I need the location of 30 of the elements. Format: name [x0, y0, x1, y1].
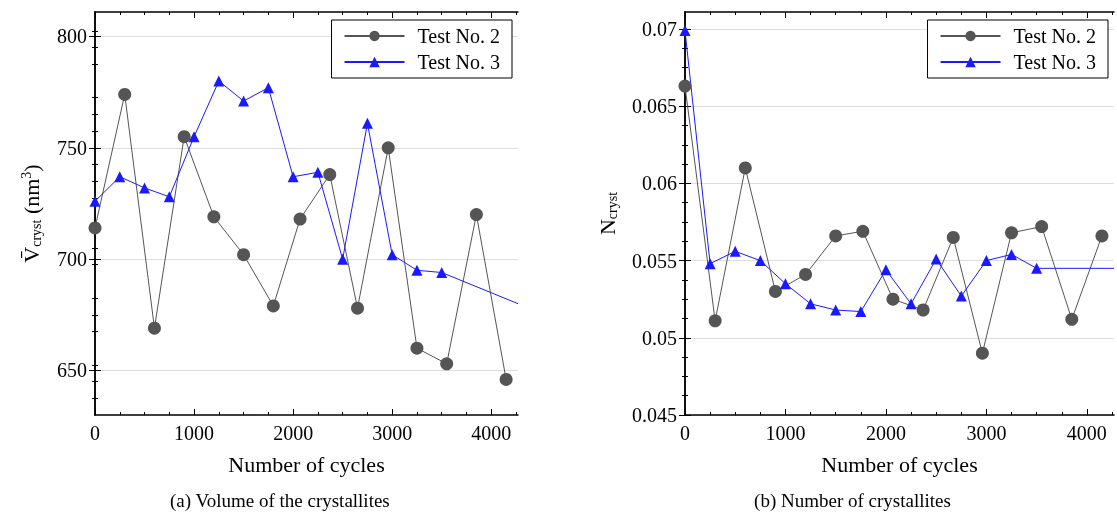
text: (b) Number of crystallites [754, 490, 951, 512]
x-tick-label: 0 [90, 422, 100, 444]
legend-label: Test No. 2 [417, 25, 500, 47]
x-tick-label: 1000 [174, 422, 215, 444]
y-axis-title: Ncryst [594, 191, 620, 236]
legend-label: Test No. 3 [1013, 51, 1096, 73]
x-tick-label: 3000 [372, 422, 413, 444]
y-tick-label: 0.065 [632, 95, 677, 118]
legend-label: Test No. 2 [1013, 25, 1096, 47]
x-tick-label: 1000 [765, 422, 806, 444]
legend-label: Test No. 3 [417, 51, 500, 73]
x-axis-title: Number of cycles [228, 451, 385, 477]
y-tick-label: 750 [57, 136, 87, 159]
x-tick-label: 0 [680, 422, 690, 444]
y-tick-label: 0.05 [642, 326, 677, 349]
y-tick-label: 0.07 [642, 17, 677, 40]
x-tick-label: 4000 [471, 422, 512, 444]
y-tick-label: 700 [57, 248, 87, 271]
x-axis-title: Number of cycles [821, 451, 978, 477]
x-tick-label: 2000 [865, 422, 906, 444]
x-tick-label: 2000 [273, 422, 314, 444]
y-tick-label: 0.06 [642, 172, 677, 195]
y-axis-title: V̄cryst (nm3) [18, 164, 44, 263]
y-tick-label: 800 [57, 25, 87, 48]
x-tick-label: 3000 [966, 422, 1007, 444]
y-tick-label: 0.055 [632, 249, 677, 272]
x-tick-label: 4000 [1066, 422, 1107, 444]
y-tick-label: 650 [57, 359, 87, 382]
text: (a) Volume of the crystallites [169, 490, 390, 512]
y-tick-label: 0.045 [632, 404, 677, 426]
